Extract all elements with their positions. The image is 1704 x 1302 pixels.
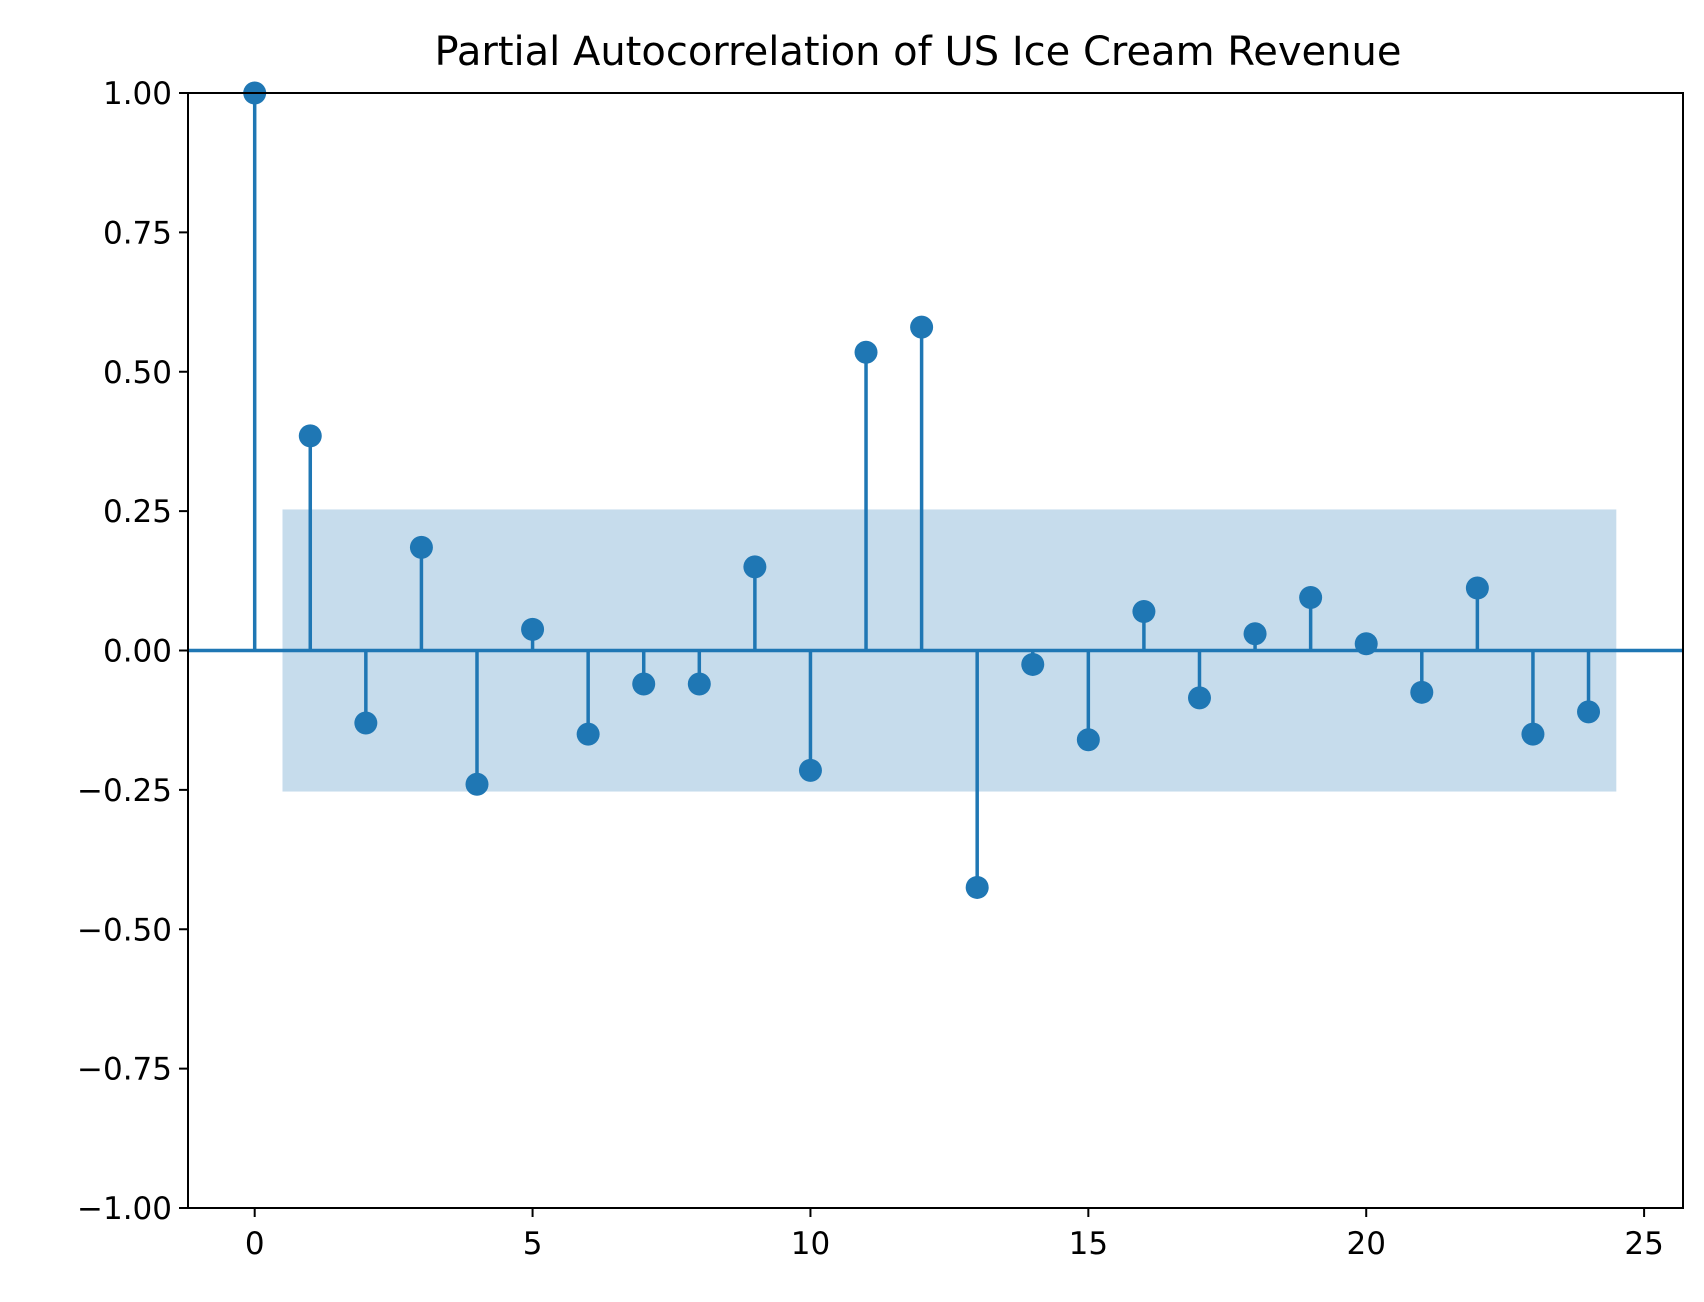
stem-marker	[1299, 586, 1323, 610]
stem-marker	[965, 875, 989, 899]
stem-marker	[409, 535, 433, 559]
y-tick-label: −1.00	[77, 1191, 172, 1227]
stem-marker	[521, 617, 545, 641]
x-tick-label: 5	[523, 1226, 543, 1262]
y-tick-label: −0.25	[77, 773, 172, 809]
x-tick-label: 0	[245, 1226, 265, 1262]
stem-marker	[298, 424, 322, 448]
stem-marker	[910, 315, 934, 339]
stem-marker	[1021, 652, 1045, 676]
stem-marker	[1577, 700, 1601, 724]
stem-marker	[1354, 632, 1378, 656]
stem-marker	[1187, 686, 1211, 710]
x-tick-label: 25	[1624, 1226, 1663, 1262]
x-tick-label: 10	[791, 1226, 830, 1262]
chart-title: Partial Autocorrelation of US Ice Cream …	[435, 29, 1402, 75]
stem-marker	[354, 711, 378, 735]
x-tick-label: 15	[1069, 1226, 1108, 1262]
stem-marker	[1243, 622, 1267, 646]
stems-layer	[188, 81, 1683, 899]
stem-marker	[1132, 599, 1156, 623]
y-tick-label: 0.25	[103, 494, 172, 530]
stem-marker	[632, 672, 656, 696]
y-tick-label: 0.00	[103, 634, 172, 670]
stem-marker	[1521, 722, 1545, 746]
y-tick-label: 1.00	[103, 76, 172, 112]
stem-marker	[1410, 680, 1434, 704]
stem-marker	[743, 555, 767, 579]
y-tick-label: −0.50	[77, 912, 172, 948]
stem-marker	[687, 672, 711, 696]
y-tick-label: 0.75	[103, 215, 172, 251]
stem-marker	[798, 758, 822, 782]
x-tick-label: 20	[1346, 1226, 1385, 1262]
stem-marker	[1076, 728, 1100, 752]
y-tick-label: 0.50	[103, 355, 172, 391]
ticks-layer: −1.00 −0.75 −0.50 −0.25 0.00 0.25 0.50 0.75 1.00…	[77, 76, 1664, 1262]
stem-marker	[1465, 576, 1489, 600]
stem-marker	[465, 772, 489, 796]
stem-marker	[854, 340, 878, 364]
y-tick-label: −0.75	[77, 1052, 172, 1088]
stem-marker	[576, 722, 600, 746]
